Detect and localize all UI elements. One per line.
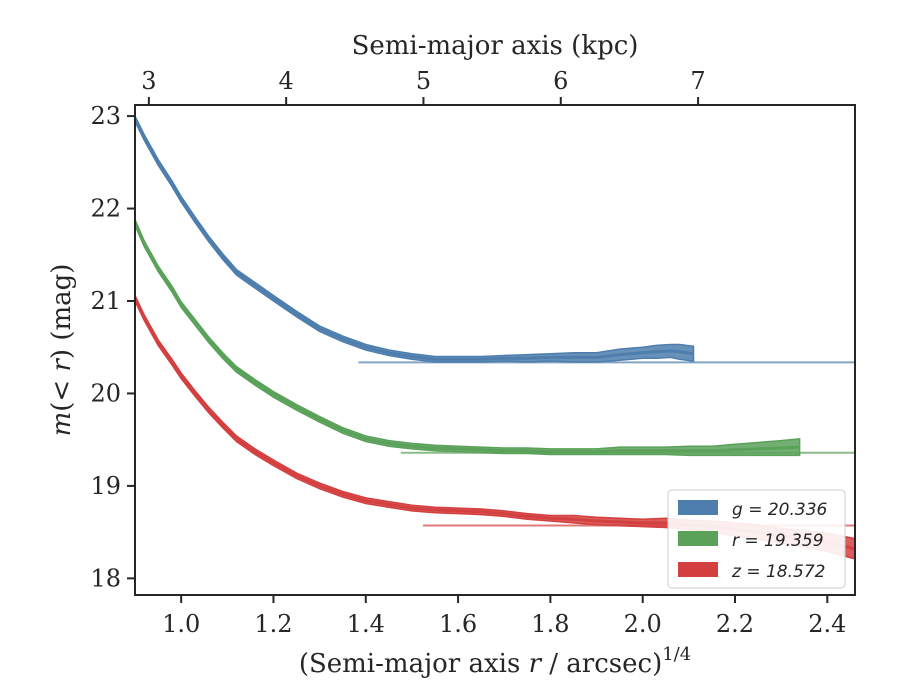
top-tick-label: 7: [690, 67, 705, 95]
x-tick-label: 2.4: [808, 610, 846, 638]
legend-swatch-g: [678, 500, 718, 515]
top-tick-label: 3: [141, 67, 156, 95]
y-tick-label: 23: [90, 102, 121, 130]
y-axis-title-var: r: [47, 358, 77, 372]
x-tick-label: 1.6: [439, 610, 477, 638]
x-tick-label: 1.2: [254, 610, 292, 638]
legend-swatch-r: [678, 531, 718, 546]
legend-swatch-z: [678, 562, 718, 577]
legend-label-z: z = 18.572: [731, 562, 825, 582]
top-tick-label: 6: [553, 67, 568, 95]
x-axis-title-sup: 1/4: [662, 644, 691, 665]
y-tick-label: 20: [90, 379, 121, 407]
x-axis-title-var: r: [529, 649, 543, 679]
legend-label-r: r = 19.359: [732, 531, 824, 551]
band-r: [134, 219, 801, 457]
x-axis-title-suffix: / arcsec): [541, 649, 662, 679]
series-line-g: [133, 118, 694, 361]
x-axis-ticks: 1.0 1.2 1.4 1.6 1.8 2.0 2.2 2.4: [162, 595, 846, 638]
plot-frame: [134, 104, 856, 596]
x-tick-label: 2.0: [624, 610, 662, 638]
y-axis-title-suffix: ) (mag): [47, 264, 77, 360]
legend-label-g: g = 20.336: [732, 500, 828, 520]
x-tick-label: 1.8: [531, 610, 569, 638]
x-axis-title-prefix: (Semi-major axis: [299, 649, 529, 679]
top-axis-ticks: 3 4 5 6 7: [141, 67, 706, 105]
x2-axis-title: Semi-major axis (kpc): [352, 31, 639, 61]
top-tick-label: 5: [416, 67, 431, 95]
y-tick-label: 21: [90, 287, 121, 315]
y-tick-label: 22: [90, 195, 121, 223]
y-axis-title-mid: (<: [47, 372, 77, 412]
x-axis-title: (Semi-major axis r / arcsec)1/4: [299, 644, 691, 679]
x-tick-label: 1.0: [162, 610, 200, 638]
y-axis-title-m: m: [47, 412, 77, 437]
x-tick-label: 1.4: [347, 610, 385, 638]
y-tick-label: 19: [90, 472, 121, 500]
legend: g = 20.336 r = 19.359 z = 18.572: [667, 489, 846, 589]
y-axis-title: m(< r) (mag): [47, 264, 77, 437]
series-line-r: [133, 221, 800, 454]
top-tick-label: 4: [279, 67, 294, 95]
y-axis-ticks: 18 19 20 21 22 23: [90, 102, 135, 592]
x-tick-label: 2.2: [716, 610, 754, 638]
y-tick-label: 18: [90, 564, 121, 592]
